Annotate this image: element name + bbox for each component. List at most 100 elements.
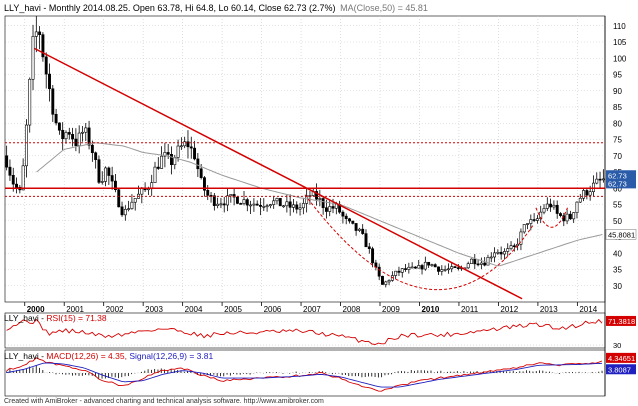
candle-body [21,165,25,191]
candle-body [479,262,483,265]
candle-body [265,205,269,208]
candle-body [5,155,9,168]
rsi-value-box [606,315,636,326]
y-tick-label: 40 [613,249,622,258]
candle-body [552,204,556,208]
x-tick-label: 2003 [145,305,163,314]
candle-body [239,203,243,205]
candle-body [427,261,431,266]
candle-body [130,201,134,209]
candle-body [176,145,180,158]
candle-body [397,270,401,273]
rsi-pane: 703071.3818 [4,312,636,350]
candle-body [423,261,427,270]
candle-body [24,124,28,167]
candle-body [453,266,457,268]
candle-body [344,215,348,220]
candle-body [381,275,384,285]
candle-body [529,219,533,224]
candle-body [301,203,305,209]
candle-body [387,280,391,283]
candle-body [34,31,38,37]
y-tick-label: 105 [613,38,627,47]
candle-body [90,144,94,154]
candle-body [473,258,477,265]
candle-body [496,251,500,254]
candle-body [351,220,355,224]
candle-body [259,204,262,207]
x-tick-label: 2004 [185,305,203,314]
y-tick-label: 90 [613,87,622,96]
rsi-frame [4,312,606,349]
candle-body [568,213,572,220]
candle-body [354,223,358,231]
candle-body [361,228,365,234]
value-label: 45.8081 [608,230,635,239]
candle-body [601,178,605,181]
candle-body [377,266,381,277]
candle-body [226,195,229,206]
signal-line [6,362,603,388]
rsi-prefix: LLY_havi - [4,313,46,323]
candle-body [341,211,345,217]
candle-body [87,127,91,146]
candle-body [328,206,332,212]
candle-body [522,224,526,233]
macd-prefix: LLY_havi - [4,351,46,361]
ma-legend: MA(Close,50) = 45.81 [340,3,428,13]
candle-body [483,262,487,266]
candle-body [433,264,437,268]
candle-body [199,168,203,178]
candle-body [288,201,292,208]
y-tick-label: 85 [613,103,622,112]
candle-body [410,266,414,269]
candle-body [31,36,35,80]
candle-body [262,206,266,208]
candle-body [578,197,582,203]
candle-body [209,195,213,197]
candle-body [545,203,549,209]
candle-body [582,190,586,199]
candle-body [229,194,233,197]
value-label: 62.73 [608,179,627,188]
macd-value-label: 4.34651 [608,354,635,363]
x-tick-label: 2001 [66,305,84,314]
candle-body [357,228,361,231]
candle-body [189,146,193,149]
candle-body [466,263,470,269]
rsi-tick-label: 30 [613,341,621,350]
candle-body [15,183,18,188]
candle-body [104,167,108,182]
candle-body [84,127,88,133]
candle-body [598,178,602,181]
candle-body [61,129,65,140]
candle-body [249,204,253,207]
y-tick-label: 60 [613,184,622,193]
y-tick-label: 30 [613,282,622,291]
candle-body [156,166,160,169]
macd-value-box [606,364,636,375]
candle-body [450,266,454,270]
candle-body [8,166,12,176]
candle-body [282,205,286,208]
x-tick-label: 2000 [27,305,45,314]
candle-body [565,213,569,222]
candle-body [575,201,579,213]
candle-body [542,208,546,213]
candle-body [222,203,226,206]
candle-body [127,208,131,210]
candle-body [275,198,279,202]
candle-body [110,175,114,182]
candle-body [242,199,246,204]
candle-body [120,206,124,216]
x-tick-label: 2005 [224,305,242,314]
candle-body [486,257,490,266]
candle-body [107,167,111,176]
x-tick-label: 2002 [106,305,124,314]
candle-body [212,195,216,206]
candle-body [493,252,497,258]
x-axis: 2000 2001 2002 2003 2004 2005 2006 2007 2008 2009… [24,302,598,314]
y-tick-label: 35 [613,266,622,275]
candle-body [179,145,183,148]
candle-body [413,266,417,269]
